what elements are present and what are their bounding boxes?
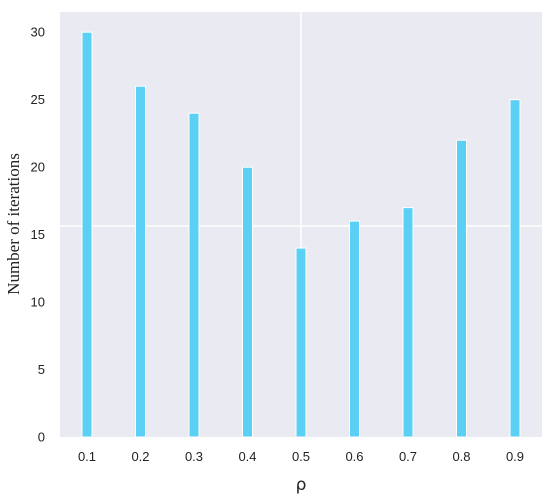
y-axis-title: Number of iterations <box>4 153 23 295</box>
bar-0.1 <box>81 31 93 438</box>
x-axis-title: ρ <box>296 475 307 495</box>
bar-0.9 <box>509 99 521 438</box>
bar-0.4 <box>242 166 253 438</box>
bar-0.3 <box>188 112 200 438</box>
x-tick-label: 0.5 <box>292 449 310 464</box>
x-tick-label: 0.7 <box>399 449 417 464</box>
x-tick-label: 0.2 <box>131 449 149 464</box>
bar-0.8 <box>456 139 467 438</box>
bar-0.2 <box>135 85 146 438</box>
y-tick-labels: 0 5 10 15 20 25 30 <box>31 25 45 445</box>
bar-0.6 <box>349 220 360 438</box>
x-tick-labels: 0.1 0.2 0.3 0.4 0.5 0.6 0.7 0.8 0.9 <box>78 449 524 464</box>
y-tick-label: 20 <box>31 160 45 175</box>
y-tick-label: 25 <box>31 92 45 107</box>
bars-group <box>81 31 521 438</box>
y-tick-label: 15 <box>31 227 45 242</box>
x-tick-label: 0.4 <box>238 449 256 464</box>
y-tick-label: 5 <box>38 362 45 377</box>
x-tick-label: 0.9 <box>506 449 524 464</box>
x-tick-label: 0.3 <box>185 449 203 464</box>
y-tick-label: 10 <box>31 295 45 310</box>
bar-0.7 <box>402 207 414 438</box>
x-tick-label: 0.1 <box>78 449 96 464</box>
bar-0.5 <box>295 247 307 438</box>
y-tick-label: 0 <box>38 430 45 445</box>
x-tick-label: 0.6 <box>345 449 363 464</box>
x-tick-label: 0.8 <box>452 449 470 464</box>
y-tick-label: 30 <box>31 25 45 40</box>
